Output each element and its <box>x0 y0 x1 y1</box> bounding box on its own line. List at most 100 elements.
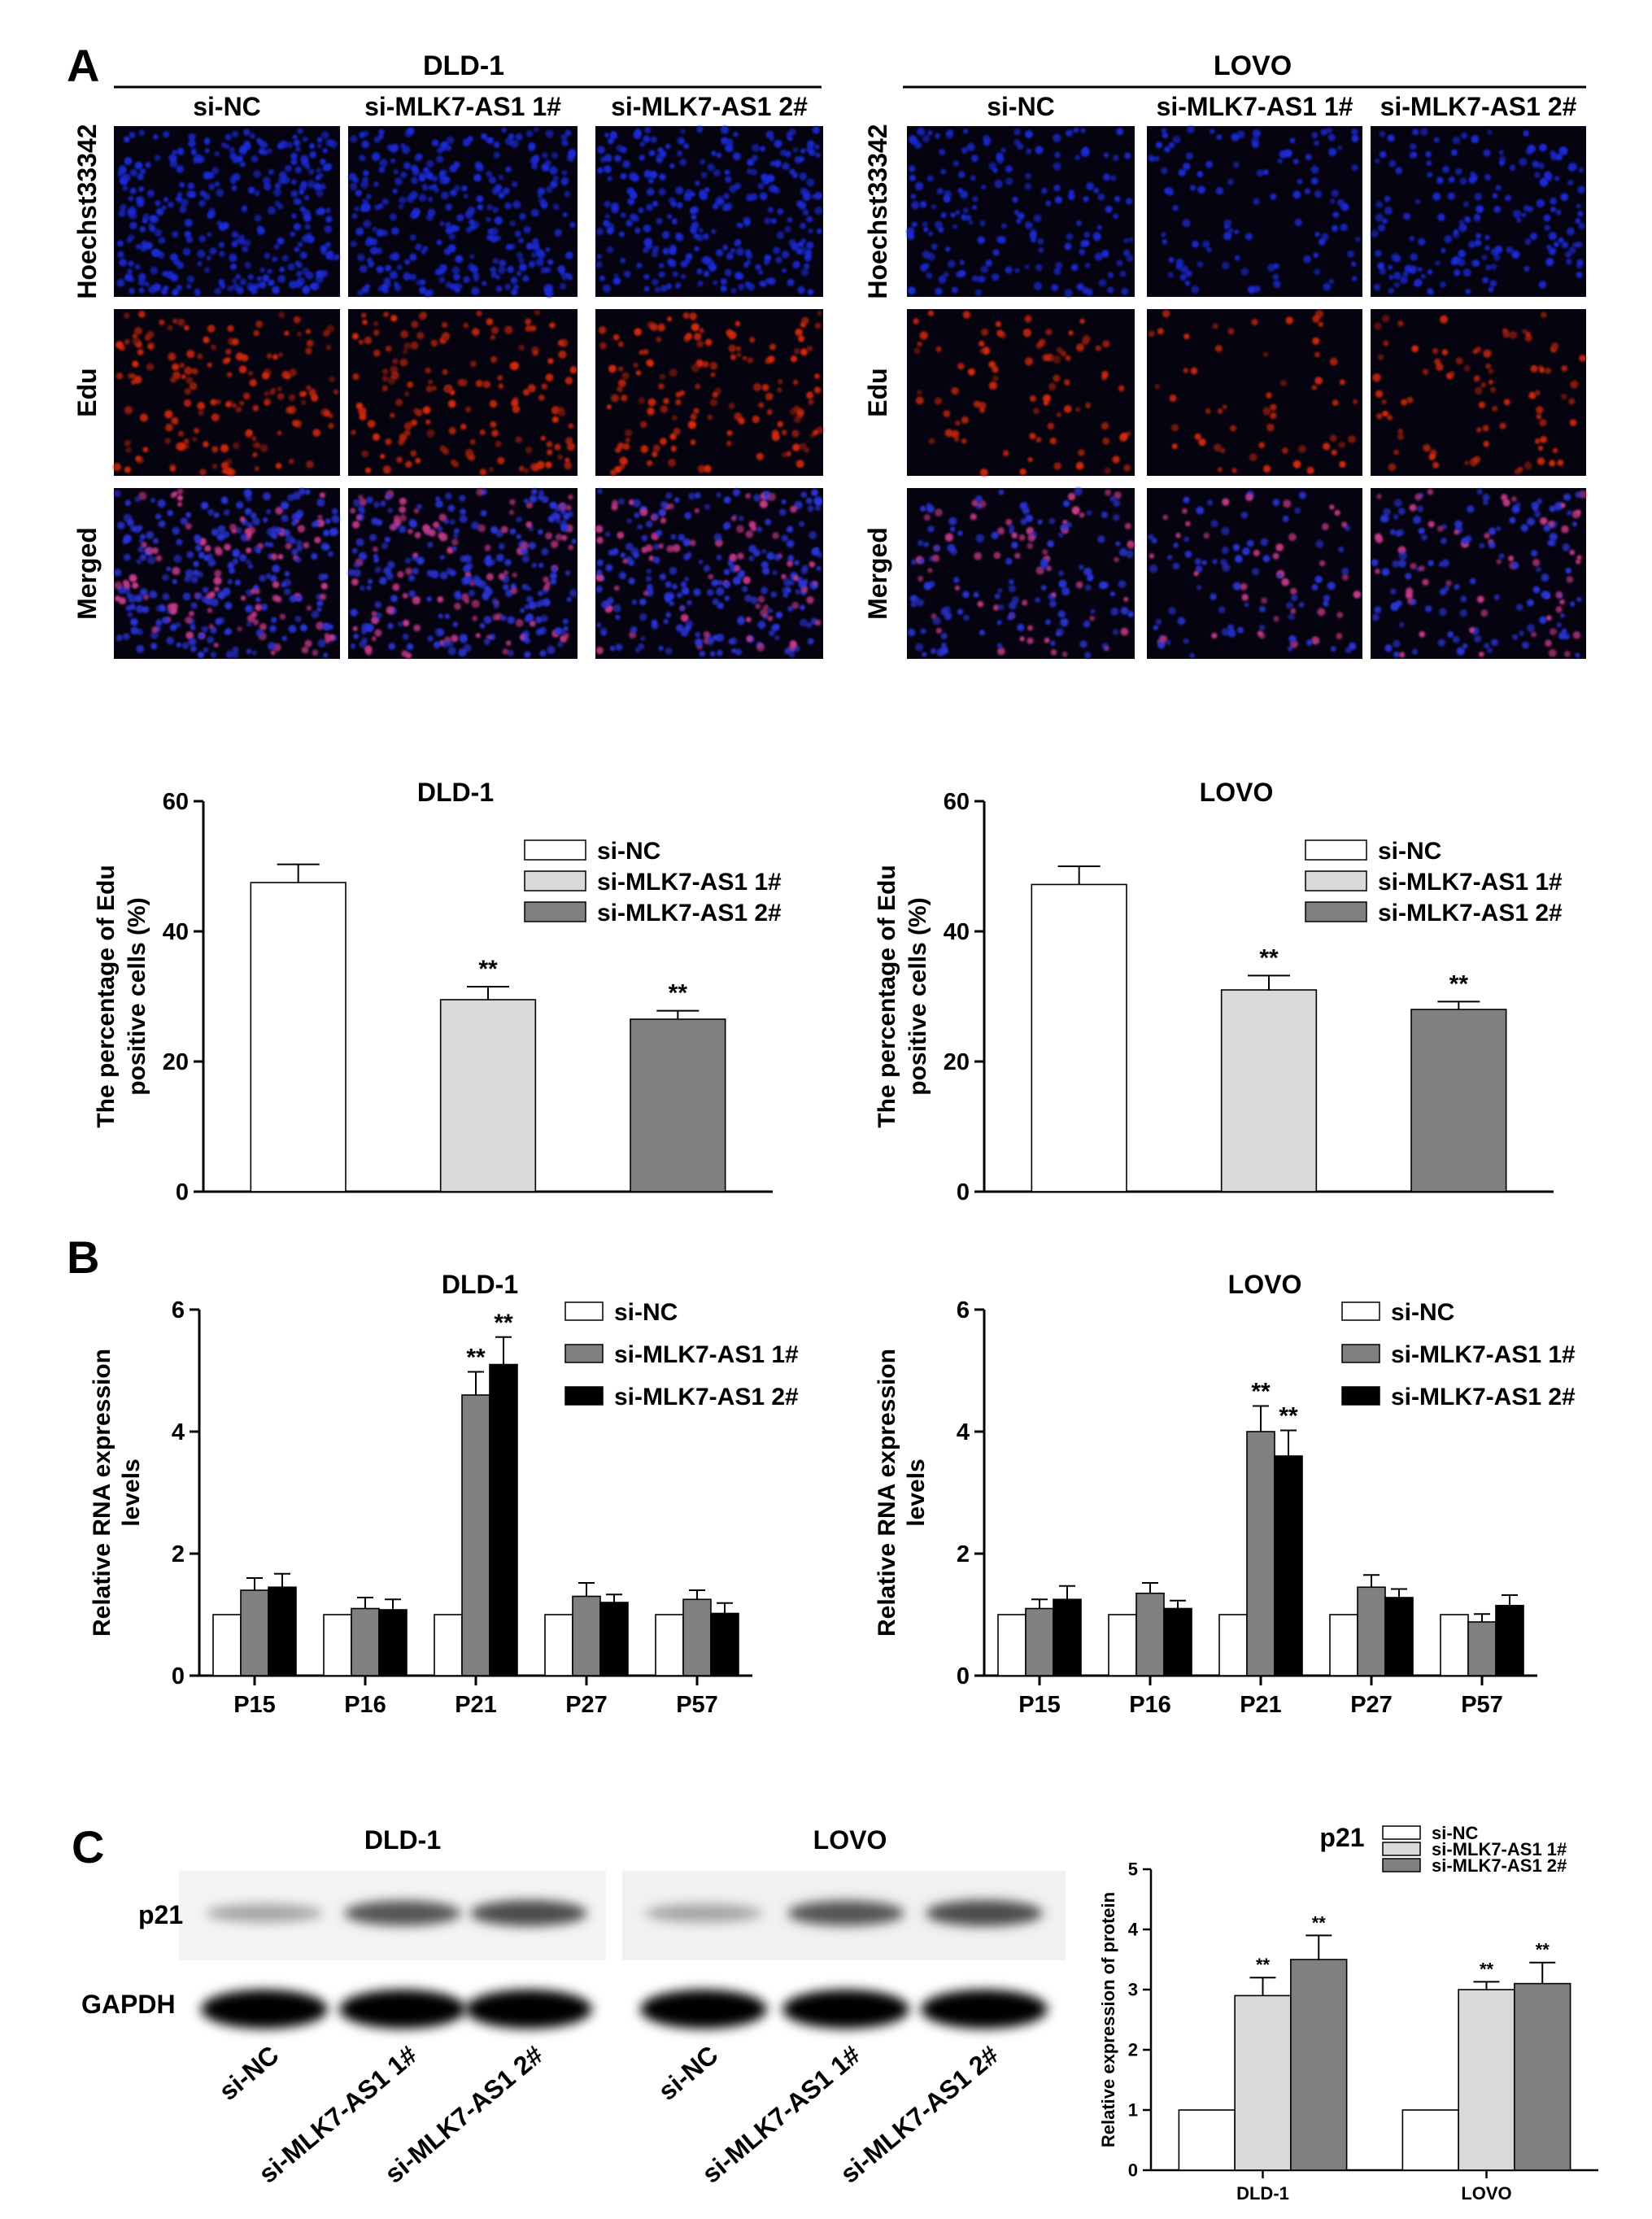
bar-p27-si-mlk7-as1-2 <box>599 1602 629 1676</box>
column-label-dld-1-si-mlk7-as1-1: si-MLK7-AS1 1# <box>364 92 561 121</box>
legend-label: si-MLK7-AS1 2# <box>1432 1855 1567 1876</box>
band-p21 <box>470 1900 587 1926</box>
legend-swatch <box>1305 839 1367 861</box>
band-gapdh <box>465 1990 592 2029</box>
legend-label: si-MLK7-AS1 1# <box>614 1341 799 1368</box>
x-tick-label: P16 <box>344 1692 386 1718</box>
column-label-lovo-si-mlk7-as1-1: si-MLK7-AS1 1# <box>1157 92 1353 121</box>
micrograph-dld-1-edu-si-nc <box>113 309 340 477</box>
bar-si-mlk7-as1-2 <box>630 1018 726 1192</box>
micrograph-lovo-hoechst33342-si-mlk7-as1-1 <box>1147 125 1362 297</box>
y-axis-label: Relative RNA expression <box>89 1349 116 1637</box>
column-label-dld-1-si-nc: si-NC <box>193 92 261 121</box>
band-gapdh <box>201 1990 328 2029</box>
y-tick-label: 2 <box>957 1541 970 1567</box>
legend-swatch <box>1305 901 1367 922</box>
rna-chart-lovo: 0 2 4 6 Relative RNA expression levels LOVO si-… <box>874 1270 1576 1718</box>
micrograph-dld-1-merged-si-mlk7-as1-1 <box>347 488 578 659</box>
bar-si-nc <box>250 882 347 1192</box>
bar-p16-si-nc <box>1108 1614 1137 1676</box>
protein-chart-p21: 0 1 2 3 4 5 Relative expression of protein p21 s… <box>1098 1823 1598 2204</box>
legend-swatch <box>564 1386 604 1406</box>
chart-title: p21 <box>1319 1823 1364 1852</box>
column-label-lovo-si-nc: si-NC <box>987 92 1055 121</box>
legend-label: si-MLK7-AS1 2# <box>1391 1384 1576 1410</box>
panel-a: A DLD-1 LOVO si-NC si-MLK7-AS1 1# si-MLK7-… <box>67 40 1587 659</box>
panel-label-c: C <box>72 1821 104 1872</box>
bar-p57-si-mlk7-as1-1 <box>1467 1621 1497 1676</box>
x-tick-label: P16 <box>1129 1692 1171 1718</box>
y-tick-label: 20 <box>163 1049 189 1075</box>
chart-title: LOVO <box>1200 778 1274 807</box>
band-p21 <box>206 1903 323 1923</box>
x-tick-label: P27 <box>565 1692 608 1718</box>
x-tick-label: P15 <box>1018 1692 1061 1718</box>
bar-dld-1-si-nc <box>1178 2109 1236 2171</box>
micrograph-lovo-merged-si-nc <box>907 487 1135 659</box>
x-tick-label: P21 <box>455 1692 497 1718</box>
micrograph-dld-1-hoechst33342-si-mlk7-as1-2 <box>595 125 823 297</box>
legend-label: si-NC <box>1378 838 1441 865</box>
bar-si-mlk7-as1-2 <box>1410 1009 1507 1192</box>
band-gapdh <box>921 1990 1048 2029</box>
y-axis-label: levels <box>903 1458 930 1526</box>
x-tick-label: P15 <box>233 1692 276 1718</box>
legend-swatch <box>564 1301 604 1321</box>
legend-swatch <box>1382 1858 1421 1872</box>
legend-swatch <box>524 870 586 892</box>
bar-p15-si-mlk7-as1-2 <box>268 1586 297 1676</box>
y-axis-label: The percentage of Edu <box>93 865 120 1127</box>
row-label-edu-dld-1: Edu <box>72 368 102 416</box>
bar-p27-si-nc <box>1329 1614 1358 1676</box>
legend-label: si-MLK7-AS1 1# <box>597 869 782 896</box>
bar-si-mlk7-as1-1 <box>439 999 537 1192</box>
band-gapdh <box>640 1990 767 2029</box>
y-axis-label: positive cells (%) <box>124 897 150 1095</box>
x-tick-label: P57 <box>676 1692 718 1718</box>
y-tick-label: 20 <box>944 1049 970 1075</box>
bar-p21-si-nc <box>1218 1614 1248 1676</box>
legend-swatch <box>524 901 586 922</box>
micrograph-dld-1-edu-si-mlk7-as1-1 <box>348 309 578 476</box>
microscopy-column-labels: si-NC si-MLK7-AS1 1# si-MLK7-AS1 2# si-NC si… <box>193 92 1576 121</box>
y-tick-label: 6 <box>172 1297 185 1323</box>
micrograph-lovo-edu-si-mlk7-as1-2 <box>1371 309 1586 476</box>
y-tick-label: 2 <box>172 1541 185 1567</box>
row-label-merged-dld-1: Merged <box>72 527 102 620</box>
bar-p16-si-mlk7-as1-2 <box>378 1609 408 1676</box>
bar-lovo-si-mlk7-as1-2 <box>1514 1982 1571 2171</box>
edu-chart-dld1: 0 20 40 60 The percentage of Edu positive cel… <box>93 778 782 1205</box>
x-tick-label: DLD-1 <box>1236 2183 1289 2204</box>
y-tick-label: 1 <box>1128 2100 1138 2121</box>
blot-lane-label: si-NC <box>213 2040 284 2106</box>
bar-p15-si-mlk7-as1-2 <box>1053 1598 1082 1676</box>
significance-marker: ** <box>1449 970 1469 997</box>
significance-marker: ** <box>1256 1955 1271 1975</box>
legend-label: si-NC <box>1432 1823 1479 1843</box>
significance-marker: ** <box>478 956 498 983</box>
y-tick-label: 4 <box>172 1419 185 1445</box>
significance-marker: ** <box>1251 1379 1271 1406</box>
bar-p21-si-mlk7-as1-1 <box>461 1394 490 1676</box>
bar-p16-si-nc <box>323 1614 352 1676</box>
blot-lane-label: si-NC <box>652 2040 723 2106</box>
bar-si-mlk7-as1-1 <box>1220 989 1318 1192</box>
legend-label: si-MLK7-AS1 2# <box>1378 900 1563 926</box>
panel-label-a: A <box>67 40 99 91</box>
bar-p21-si-mlk7-as1-2 <box>489 1363 518 1676</box>
legend-label: si-NC <box>597 838 660 865</box>
x-tick-label: P57 <box>1461 1692 1503 1718</box>
chart-title: LOVO <box>1228 1270 1302 1299</box>
bar-p57-si-nc <box>1440 1614 1469 1676</box>
bar-p57-si-mlk7-as1-1 <box>682 1598 712 1676</box>
significance-marker: ** <box>466 1345 486 1371</box>
y-tick-label: 40 <box>944 919 970 945</box>
bar-p16-si-mlk7-as1-1 <box>1135 1592 1165 1676</box>
legend-swatch <box>1382 1842 1421 1856</box>
bar-dld-1-si-mlk7-as1-1 <box>1234 1994 1292 2171</box>
significance-marker: ** <box>1536 1940 1550 1960</box>
y-tick-label: 0 <box>172 1663 185 1689</box>
